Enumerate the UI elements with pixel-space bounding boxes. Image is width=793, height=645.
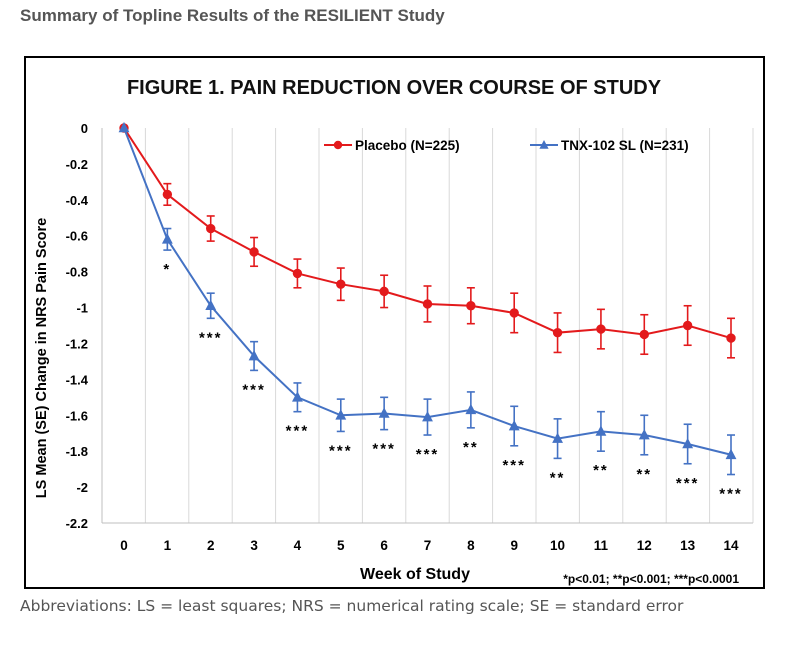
significance-marker: *** [719,486,743,503]
x-tick-label: 9 [510,538,518,553]
y-tick-label: 0 [81,121,88,136]
significance-marker: *** [199,329,223,346]
data-point [682,437,694,449]
data-point [466,301,476,311]
x-tick-label: 11 [594,538,609,553]
y-tick-label: -1 [76,301,88,316]
data-point [508,419,520,431]
x-tick-label: 7 [424,538,432,553]
y-tick-label: -1.2 [66,336,88,351]
data-point [682,320,693,331]
data-point [292,268,303,279]
significance-marker: ** [636,466,652,483]
pain-reduction-chart: FIGURE 1. PAIN REDUCTION OVER COURSE OF … [34,77,754,586]
legend-label: TNX-102 SL (N=231) [561,138,689,153]
data-point [205,299,217,311]
data-point [595,425,607,436]
significance-marker: *** [502,457,526,474]
x-tick-label: 2 [207,538,215,553]
legend-marker [539,140,549,149]
data-point [638,428,650,440]
page-heading: Summary of Topline Results of the RESILI… [20,6,445,25]
x-tick-label: 12 [637,538,652,553]
figure-caption: Abbreviations: LS = least squares; NRS =… [20,597,684,615]
data-point [248,349,260,361]
x-tick-label: 0 [120,538,128,553]
legend-marker [333,140,343,150]
legend-item-placebo: Placebo (N=225) [324,138,460,153]
y-axis-label: LS Mean (SE) Change in NRS Pain Score [34,218,50,498]
x-tick-label: 13 [680,538,696,553]
x-tick-label: 4 [294,538,302,553]
y-tick-label: -0.2 [66,157,88,172]
data-point [292,391,303,402]
significance-marker: *** [242,381,266,398]
significance-marker: *** [286,423,310,440]
significance-marker: ** [593,462,609,479]
x-tick-label: 1 [164,538,172,553]
y-tick-label: -1.4 [66,372,89,387]
y-tick-label: -2 [76,480,88,495]
y-tick-label: -0.4 [66,193,89,208]
series-placebo [119,123,736,359]
data-point [726,333,736,343]
data-point [379,286,389,297]
data-point [509,308,519,318]
x-tick-label: 14 [723,538,739,553]
x-tick-label: 10 [550,538,565,553]
x-axis-label: Week of Study [360,566,470,583]
data-point [161,233,173,244]
data-point [552,327,563,338]
x-tick-label: 5 [337,538,345,553]
data-point [596,324,606,334]
legend-label: Placebo (N=225) [355,138,460,153]
data-point [162,189,173,200]
significance-marker: ** [550,469,566,486]
significance-marker: *** [416,446,440,463]
data-point [639,329,649,340]
legend-item-tnx-102-sl: TNX-102 SL (N=231) [530,138,689,153]
data-point [552,432,563,443]
y-tick-label: -1.8 [66,444,88,459]
data-point [725,448,737,460]
data-point [422,299,433,309]
figure-frame: FIGURE 1. PAIN REDUCTION OVER COURSE OF … [24,56,765,589]
data-point [422,410,433,422]
data-point [118,121,130,133]
x-tick-label: 3 [250,538,258,553]
data-point [335,409,347,420]
y-tick-label: -0.6 [66,229,88,244]
y-tick-label: -2.2 [66,516,88,531]
data-point [378,407,390,418]
significance-marker: *** [329,442,353,459]
y-tick-label: -0.8 [66,265,88,280]
significance-marker: *** [372,441,396,458]
data-point [249,247,259,257]
data-point [206,223,216,234]
series-tnx-102-sl [118,121,737,476]
data-point [465,403,477,415]
data-point [336,279,346,289]
x-tick-label: 6 [380,538,388,553]
x-tick-label: 8 [467,538,475,553]
significance-marker: ** [463,439,479,456]
significance-marker: * [163,261,171,278]
chart-title: FIGURE 1. PAIN REDUCTION OVER COURSE OF … [127,77,662,99]
significance-footnote: *p<0.01; **p<0.001; ***p<0.0001 [563,572,739,586]
significance-marker: *** [676,475,700,492]
y-tick-label: -1.6 [66,408,88,423]
